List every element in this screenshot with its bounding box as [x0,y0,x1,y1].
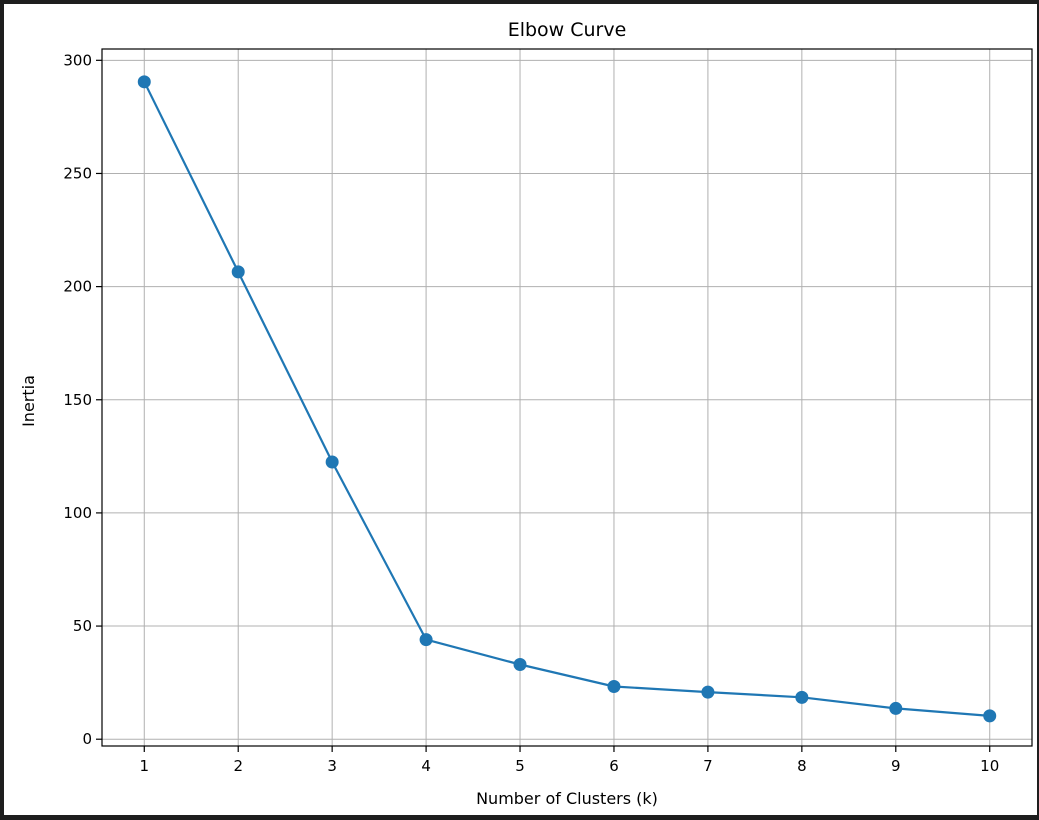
data-point [513,658,527,672]
y-tick-label: 200 [63,278,92,296]
data-point [325,455,339,469]
chart-title: Elbow Curve [508,19,627,41]
data-point [701,685,715,699]
data-point [889,701,903,715]
series-line [143,81,990,717]
y-tick-label: 250 [63,164,92,182]
y-tick-label: 50 [73,617,92,635]
data-point [231,265,245,279]
x-tick-label: 2 [233,757,243,775]
y-tick-label: 300 [63,51,92,69]
data-point [983,709,997,723]
y-tick-label: 0 [82,730,92,748]
x-tick-label: 1 [139,757,149,775]
y-tick-label: 150 [63,391,92,409]
x-tick-label: 10 [980,757,999,775]
data-point [137,75,151,89]
figure-canvas: 1 2 3 4 5 6 7 8 9 10 0 50 100 150 200 250 300 Elbow Curv… [4,4,1037,815]
x-tick-label: 7 [703,757,713,775]
grid-lines [102,49,1032,746]
x-tick-label: 6 [609,757,619,775]
plot-area-frame [101,48,1033,747]
data-point [607,679,621,693]
series-layer [137,75,997,723]
x-tick-label: 9 [891,757,901,775]
data-point [419,633,433,647]
x-tick-label: 4 [421,757,431,775]
y-axis-label: Inertia [19,375,38,427]
y-tick-label: 100 [63,504,92,522]
x-tick-label: 3 [327,757,337,775]
x-tick-label: 5 [515,757,525,775]
x-tick-label: 8 [797,757,807,775]
data-point [795,690,809,704]
x-axis-label: Number of Clusters (k) [476,789,658,808]
